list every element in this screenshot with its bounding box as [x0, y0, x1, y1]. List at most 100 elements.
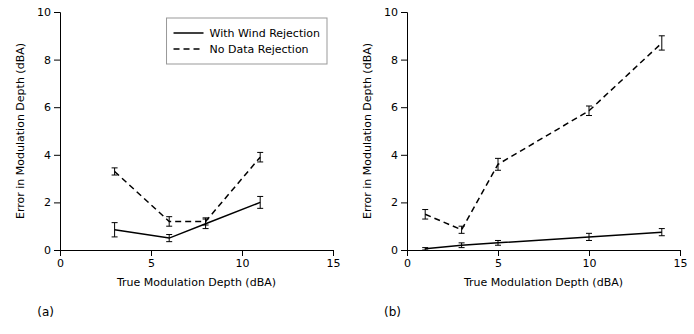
- error-bar: [659, 36, 665, 50]
- tick-label: 4: [391, 149, 398, 162]
- tick-label: 4: [44, 149, 51, 162]
- tick: 0: [57, 250, 64, 270]
- tick-mark: [401, 155, 407, 156]
- error-bar: [495, 158, 501, 170]
- y-axis: 0 2 4 6 8 10: [384, 6, 408, 257]
- legend-swatch: [174, 48, 204, 50]
- tick-mark: [54, 250, 60, 251]
- tick-mark: [680, 250, 681, 256]
- tick-mark: [151, 250, 152, 256]
- tick-mark: [54, 155, 60, 156]
- tick: 4: [44, 149, 60, 162]
- y-axis-title: Error in Modulation Depth (dBA): [361, 43, 374, 219]
- panel-label: (b): [384, 305, 401, 319]
- error-bar: [459, 243, 465, 248]
- legend-entry: No Data Rejection: [210, 43, 309, 56]
- plot-area: [112, 152, 264, 241]
- series-line: [115, 202, 261, 238]
- series-line: [425, 232, 662, 249]
- tick: 5: [495, 250, 502, 270]
- error-bar: [459, 226, 465, 233]
- axis-line: [61, 251, 334, 257]
- tick-label: 5: [148, 257, 155, 270]
- tick-mark: [401, 12, 407, 13]
- panel: 0 5 10 15 0 2 4 6 8 10 True Modulation Depth (dBA)…: [361, 6, 688, 319]
- tick-label: 8: [44, 54, 51, 67]
- tick-mark: [498, 250, 499, 256]
- tick: 6: [391, 101, 407, 114]
- x-axis: 0 5 10 15: [57, 250, 341, 270]
- tick-mark: [589, 250, 590, 256]
- tick: 6: [44, 101, 60, 114]
- tick: 15: [674, 250, 688, 270]
- tick: 5: [148, 250, 155, 270]
- tick: 0: [404, 250, 411, 270]
- error-bar: [166, 217, 172, 227]
- panel-label: (a): [37, 305, 54, 319]
- tick-mark: [401, 107, 407, 108]
- x-axis-title: True Modulation Depth (dBA): [463, 276, 623, 289]
- tick-label: 6: [391, 101, 398, 114]
- y-axis-title: Error in Modulation Depth (dBA): [14, 43, 27, 219]
- error-bar: [203, 218, 209, 225]
- error-bar: [112, 168, 118, 175]
- tick: 10: [583, 250, 597, 270]
- series-line: [425, 43, 662, 230]
- tick-label: 10: [236, 257, 250, 270]
- legend-swatch: [174, 32, 204, 34]
- tick: 2: [391, 196, 407, 209]
- error-bar: [495, 240, 501, 245]
- tick-label: 10: [384, 6, 398, 19]
- panel: 0 5 10 15 0 2 4 6 8 10 True Modulation Depth (dBA)…: [14, 6, 341, 319]
- tick-mark: [401, 202, 407, 203]
- chart: 0 5 10 15 0 2 4 6 8 10 True Modulation Depth (dBA)…: [0, 0, 694, 334]
- y-axis: 0 2 4 6 8 10: [37, 6, 61, 257]
- axis-line: [408, 251, 681, 257]
- tick-mark: [333, 250, 334, 256]
- error-bar: [586, 106, 592, 116]
- tick-label: 15: [327, 257, 341, 270]
- tick-label: 6: [44, 101, 51, 114]
- tick: 2: [44, 196, 60, 209]
- tick-mark: [401, 60, 407, 61]
- series-line: [115, 157, 261, 221]
- x-axis: 0 5 10 15: [404, 250, 688, 270]
- tick-label: 2: [391, 196, 398, 209]
- tick: 10: [37, 6, 60, 19]
- tick: 0: [44, 244, 60, 257]
- tick-label: 0: [391, 244, 398, 257]
- axis-line: [401, 13, 408, 251]
- error-bar: [166, 235, 172, 242]
- tick: 8: [391, 54, 407, 67]
- tick-mark: [401, 250, 407, 251]
- tick-label: 0: [44, 244, 51, 257]
- plot-area: [422, 36, 665, 250]
- tick-label: 5: [495, 257, 502, 270]
- error-bar: [422, 210, 428, 220]
- tick-mark: [54, 12, 60, 13]
- tick-mark: [54, 202, 60, 203]
- tick: 10: [236, 250, 250, 270]
- tick-label: 15: [674, 257, 688, 270]
- axis-line: [54, 13, 61, 251]
- error-bar: [586, 233, 592, 240]
- error-bar: [257, 152, 263, 162]
- tick-mark: [54, 60, 60, 61]
- tick: 8: [44, 54, 60, 67]
- tick-mark: [242, 250, 243, 256]
- tick: 4: [391, 149, 407, 162]
- tick: 15: [327, 250, 341, 270]
- error-bar: [257, 196, 263, 208]
- error-bar: [112, 223, 118, 237]
- tick-label: 0: [57, 257, 64, 270]
- error-bar: [659, 229, 665, 236]
- legend: With Wind RejectionNo Data Rejection: [167, 18, 327, 64]
- tick-label: 10: [583, 257, 597, 270]
- tick: 0: [391, 244, 407, 257]
- error-bar: [422, 248, 428, 250]
- tick-label: 0: [404, 257, 411, 270]
- tick: 10: [384, 6, 407, 19]
- tick-label: 8: [391, 54, 398, 67]
- tick-label: 10: [37, 6, 51, 19]
- x-axis-title: True Modulation Depth (dBA): [116, 276, 276, 289]
